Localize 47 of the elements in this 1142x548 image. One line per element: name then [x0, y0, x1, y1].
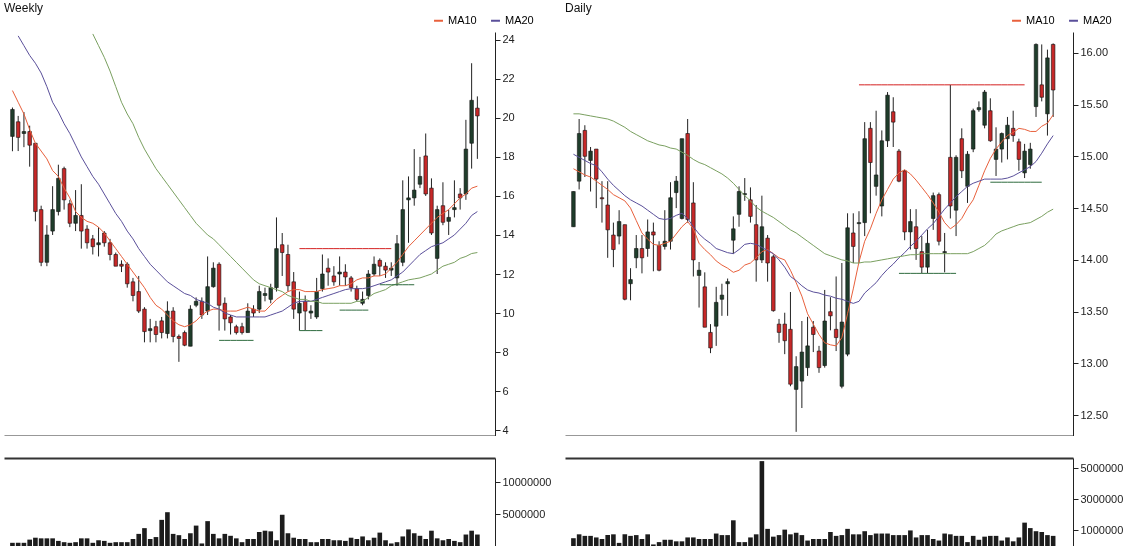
candlestick [708, 323, 713, 354]
candlestick [452, 179, 457, 218]
y-tick-label: 6 [502, 384, 509, 397]
candlestick [714, 286, 719, 347]
y-tick-label: 22 [502, 72, 515, 85]
y-tick-label: 14 [502, 228, 515, 241]
y-tick-label: 18 [502, 150, 515, 163]
y-tick-label: 13.00 [1080, 356, 1109, 369]
candlestick [828, 296, 833, 331]
candlestick [331, 265, 336, 287]
y-tick-label: 14.00 [1080, 253, 1109, 266]
y-tick-label: 15.00 [1080, 149, 1109, 162]
line-series [572, 135, 1054, 304]
y-tick-label: 14.50 [1080, 201, 1109, 214]
candlestick [599, 180, 605, 224]
y-tick-label: 3000000 [1080, 492, 1124, 505]
candlestick [942, 232, 947, 273]
y-tick-label: 1000000 [1080, 523, 1124, 536]
y-tick-label: 13.50 [1080, 305, 1109, 318]
candlestick [326, 257, 331, 287]
y-tick-label: 8 [502, 345, 509, 358]
candlestick [719, 283, 724, 317]
candlestick [725, 278, 730, 317]
y-tick-label: 20 [502, 111, 515, 124]
legend-label: MA20 [505, 13, 534, 26]
line-series [572, 114, 1054, 347]
y-tick-label: 24 [502, 33, 515, 46]
y-tick-label: 12.50 [1080, 408, 1109, 421]
y-tick-label: 16 [502, 189, 515, 202]
candlestick [731, 215, 736, 255]
legend-label: MA20 [1083, 13, 1112, 26]
y-tick-label: 5000000 [1080, 461, 1124, 474]
candlestick [320, 253, 325, 293]
y-tick-label: 5000000 [502, 507, 546, 520]
candlestick [811, 320, 816, 353]
legend-label: MA10 [1026, 13, 1055, 26]
chart-title: Weekly [4, 1, 44, 15]
y-tick-label: 4 [502, 423, 509, 436]
y-tick-label: 10 [502, 306, 515, 319]
y-tick-label: 10000000 [502, 475, 552, 488]
candlestick [696, 261, 702, 309]
y-tick-label: 15.50 [1080, 98, 1109, 111]
candlestick [748, 186, 753, 224]
legend-label: MA10 [448, 13, 477, 26]
y-tick-label: 12 [502, 267, 515, 280]
y-tick-label: 16.00 [1080, 46, 1109, 59]
chart-title: Daily [565, 1, 592, 15]
